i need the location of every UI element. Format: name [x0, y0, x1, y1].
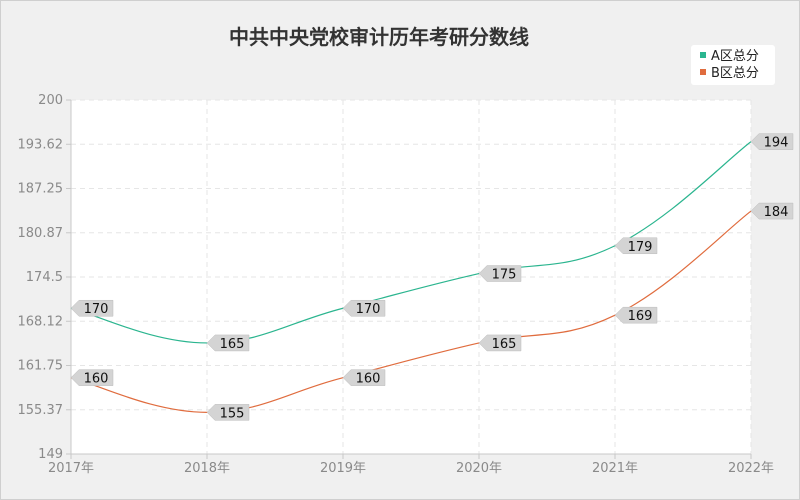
x-tick-label: 2022年: [728, 461, 774, 476]
y-tick-label: 180.87: [18, 226, 64, 241]
data-label-text: 175: [492, 268, 517, 283]
data-label-text: 165: [492, 337, 517, 352]
grid-lines: [71, 99, 752, 454]
y-tick-label: 174.5: [26, 270, 63, 285]
x-tick-label: 2018年: [184, 461, 230, 476]
chart-title: 中共中央党校审计历年考研分数线: [229, 25, 529, 49]
data-label: 165: [206, 334, 250, 352]
data-label-bg: [70, 369, 114, 386]
series-line-b: [70, 210, 752, 413]
data-label-text: 155: [220, 406, 245, 421]
data-label-bg: [478, 265, 522, 282]
data-label-text: 184: [764, 205, 789, 220]
data-label-bg: [342, 299, 386, 317]
data-label-text: 169: [628, 309, 653, 324]
data-labels: 170 165 170 175 179 194 160 155 160 165 169 184: [70, 133, 794, 421]
y-tick-label: 149: [38, 447, 63, 462]
data-label: 175: [478, 265, 522, 283]
x-axis-ticks: 2017年 2018年 2019年 2020年 2021年 2022年: [48, 454, 774, 476]
data-label: 169: [614, 306, 658, 324]
legend-label-a: A区总分: [711, 49, 759, 64]
y-tick-label: 187.25: [18, 182, 64, 197]
legend-item-b[interactable]: B区总分: [700, 66, 759, 81]
data-label-text: 160: [84, 372, 109, 387]
data-label-bg: [206, 404, 250, 421]
data-label: 155: [206, 404, 250, 421]
legend-swatch-b: [700, 69, 706, 75]
x-tick-label: 2017年: [48, 461, 94, 476]
data-label-bg: [614, 306, 658, 324]
legend-item-a[interactable]: A区总分: [700, 49, 759, 64]
data-label-bg: [206, 334, 250, 352]
data-label: 160: [342, 369, 386, 387]
data-label: 179: [614, 237, 658, 255]
data-label-bg: [70, 299, 114, 317]
data-label-bg: [614, 237, 658, 255]
data-label-bg: [750, 202, 794, 220]
data-label-text: 170: [356, 302, 381, 317]
data-label: 160: [70, 369, 114, 387]
data-label-bg: [478, 334, 522, 352]
data-label: 184: [750, 202, 794, 220]
x-tick-label: 2021年: [592, 461, 638, 476]
data-label-text: 165: [220, 337, 245, 352]
data-label: 170: [342, 299, 386, 317]
legend: A区总分 B区总分: [691, 45, 775, 85]
y-axis-ticks: 149 155.37 161.75 168.12 174.5 180.87 187.25 19…: [18, 93, 71, 462]
plot-area: [71, 100, 751, 454]
y-tick-label: 193.62: [18, 137, 64, 152]
data-label: 170: [70, 299, 114, 317]
data-label: 165: [478, 334, 522, 352]
data-label-bg: [750, 133, 794, 150]
series-line-a: [70, 141, 752, 344]
data-label-text: 170: [84, 302, 109, 317]
data-label: 194: [750, 133, 794, 151]
legend-swatch-a: [700, 52, 706, 58]
data-label-bg: [342, 369, 386, 386]
y-tick-label: 200: [38, 93, 63, 108]
y-tick-label: 155.37: [18, 403, 64, 418]
y-tick-label: 161.75: [18, 359, 64, 374]
x-tick-label: 2019年: [320, 461, 366, 476]
y-tick-label: 168.12: [18, 314, 64, 329]
data-label-text: 179: [628, 240, 653, 255]
data-label-text: 194: [764, 136, 789, 151]
data-label-text: 160: [356, 372, 381, 387]
legend-box: [691, 45, 775, 85]
series-lines: [70, 141, 752, 413]
x-tick-label: 2020年: [456, 461, 502, 476]
legend-label-b: B区总分: [711, 66, 759, 81]
